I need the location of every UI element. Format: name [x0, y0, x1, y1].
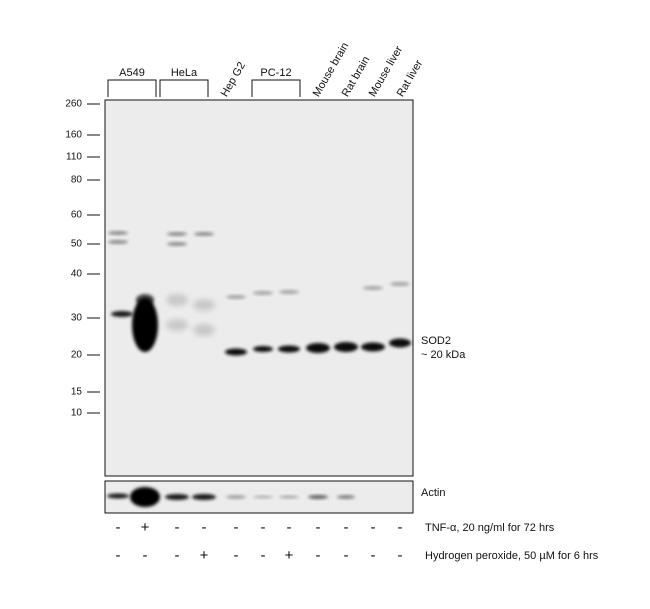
band	[226, 295, 246, 299]
treatment-sign: -	[287, 519, 292, 536]
band	[167, 242, 187, 246]
lane-bracket	[251, 79, 301, 97]
marker-label: 50	[71, 239, 83, 250]
main-blot	[104, 99, 414, 477]
treatment-sign: -	[398, 519, 403, 536]
treatment-sign: -	[175, 519, 180, 536]
treatment-sign: -	[261, 519, 266, 536]
band	[361, 342, 385, 352]
band	[193, 299, 215, 311]
marker-label: 40	[71, 269, 83, 280]
treatment-sign: -	[116, 519, 121, 536]
band	[390, 282, 410, 286]
band	[253, 346, 273, 352]
band	[337, 495, 355, 499]
marker-label: 260	[65, 99, 82, 110]
band	[165, 494, 189, 500]
treatment-label: TNF-α, 20 ng/ml for 72 hrs	[425, 522, 555, 534]
marker-label: 20	[71, 350, 83, 361]
lane-label: Rat liver	[395, 58, 426, 99]
band	[166, 294, 188, 306]
lane-label: Hep G2	[219, 60, 248, 99]
band	[107, 493, 129, 499]
lane-bracket	[107, 79, 157, 97]
band	[278, 345, 300, 353]
marker-label: 160	[65, 130, 82, 141]
marker-label: 80	[71, 175, 83, 186]
marker-label: 60	[71, 210, 83, 221]
band	[334, 342, 358, 352]
treatment-sign: +	[141, 519, 150, 536]
band	[279, 495, 299, 499]
treatment-sign: +	[285, 547, 294, 564]
marker-label: 10	[71, 408, 83, 419]
bands	[107, 231, 411, 507]
band	[308, 495, 328, 499]
target-size: ~ 20 kDa	[421, 349, 466, 361]
band	[306, 343, 330, 353]
band	[111, 311, 133, 317]
band	[194, 232, 214, 236]
lane-group-label: HeLa	[171, 67, 198, 79]
treatment-label: Hydrogen peroxide, 50 µM for 6 hrs	[425, 550, 599, 562]
band	[166, 319, 188, 331]
band	[253, 495, 273, 499]
treatment-sign: -	[316, 547, 321, 564]
treatment-sign: -	[398, 547, 403, 564]
treatment-sign: -	[344, 519, 349, 536]
treatment-sign: -	[143, 547, 148, 564]
treatment-sign: -	[261, 547, 266, 564]
treatment-sign: -	[234, 547, 239, 564]
band	[136, 294, 154, 306]
lane-group-label: PC-12	[260, 67, 291, 79]
lane-group-label: A549	[119, 67, 145, 79]
treatment-sign: -	[234, 519, 239, 536]
band	[167, 232, 187, 236]
marker-label: 15	[71, 387, 83, 398]
marker-label: 30	[71, 313, 83, 324]
treatment-sign: +	[200, 547, 209, 564]
marker-label: 110	[66, 152, 82, 163]
band	[226, 495, 246, 499]
treatment-sign: -	[316, 519, 321, 536]
loading-control: Actin	[421, 487, 445, 499]
target-name: SOD2	[421, 335, 451, 347]
band	[132, 298, 158, 352]
band	[363, 286, 383, 290]
band	[108, 240, 128, 244]
treatment-sign: -	[371, 547, 376, 564]
band	[130, 487, 160, 507]
band	[389, 338, 411, 348]
treatment-sign: -	[344, 547, 349, 564]
band	[279, 290, 299, 294]
treatment-sign: -	[371, 519, 376, 536]
band	[225, 348, 247, 356]
band	[192, 494, 216, 500]
band	[108, 231, 128, 235]
treatment-sign: -	[116, 547, 121, 564]
lane-bracket	[159, 79, 209, 97]
band	[193, 324, 215, 336]
treatment-sign: -	[175, 547, 180, 564]
treatment-sign: -	[202, 519, 207, 536]
band	[253, 291, 273, 295]
